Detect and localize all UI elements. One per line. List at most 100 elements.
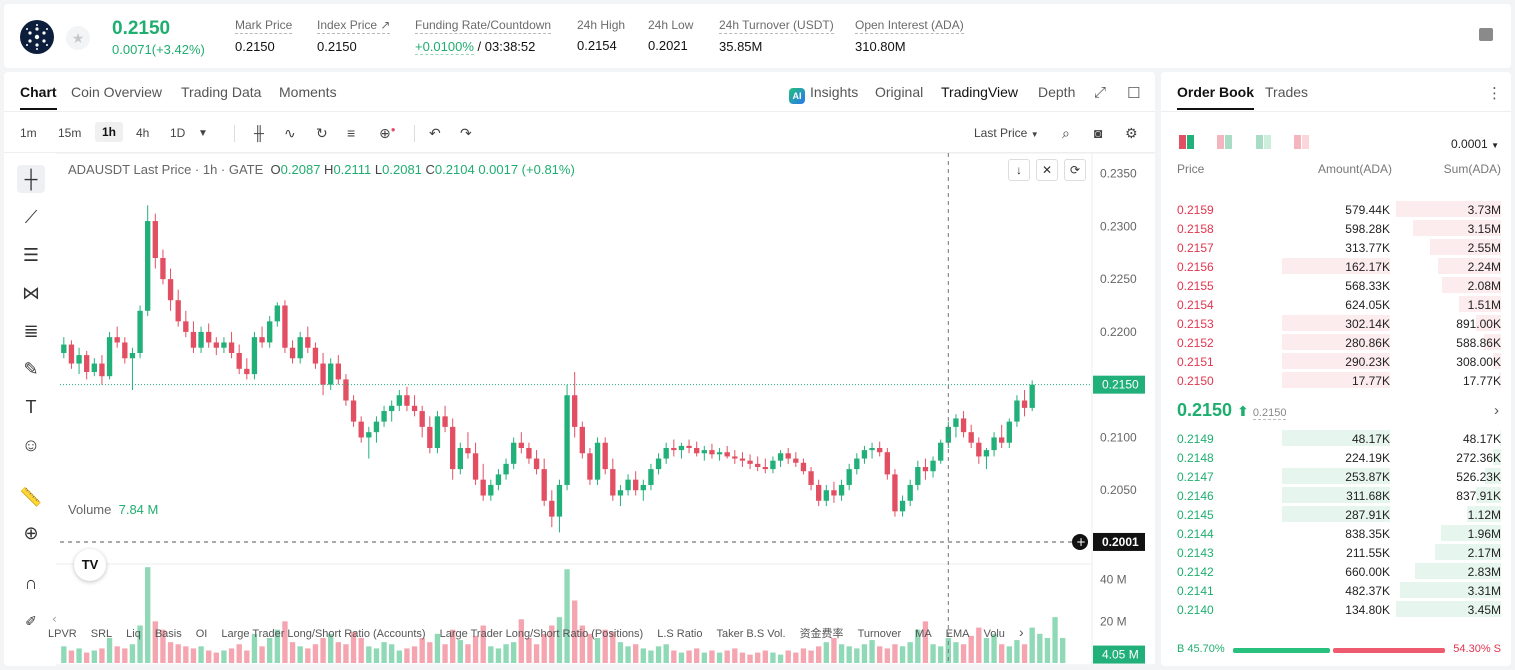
more-menu-icon[interactable]: ⋮ <box>1487 85 1502 102</box>
tab-trades[interactable]: Trades <box>1265 84 1309 100</box>
crosshair-icon[interactable]: ┼ <box>17 165 45 193</box>
collapse-icon[interactable]: ✕ <box>1036 159 1058 181</box>
indicator-12[interactable]: EMA <box>945 628 970 640</box>
price-source-select[interactable]: Last Price ▼ <box>974 126 1039 140</box>
indicator-1[interactable]: SRL <box>90 628 113 640</box>
bid-row[interactable]: 0.2149 48.17K 48.17K <box>1161 429 1511 448</box>
expand-icon[interactable]: ⤢ <box>1094 84 1107 101</box>
bid-row[interactable]: 0.2140 134.80K 3.45M <box>1161 600 1511 619</box>
fib-icon[interactable]: ≣ <box>23 321 39 341</box>
trendline-icon[interactable]: ⟋ <box>24 207 38 227</box>
tf-dropdown-icon[interactable]: ▼ <box>198 128 208 139</box>
tradingview-logo-icon[interactable]: TV <box>74 549 106 581</box>
indicator-13[interactable]: Volu <box>983 628 1005 640</box>
emoji-icon[interactable]: ☺ <box>21 435 41 455</box>
camera-icon[interactable]: ◙ <box>1094 125 1103 141</box>
view-both-icon[interactable] <box>1179 135 1195 149</box>
book-icon[interactable] <box>1479 28 1493 41</box>
bid-row[interactable]: 0.2147 253.87K 526.23K <box>1161 467 1511 486</box>
refresh-icon[interactable]: ⟳ <box>1064 159 1086 181</box>
chevron-right-icon[interactable]: › <box>1018 624 1024 640</box>
indicator-4[interactable]: OI <box>195 628 208 640</box>
tab-order-book[interactable]: Order Book <box>1177 84 1255 110</box>
favorite-star-icon[interactable]: ★ <box>66 26 90 50</box>
price-axis-label: 0.2200 <box>1100 325 1137 339</box>
candle-type-icon[interactable]: ╫ <box>254 125 264 141</box>
replay-icon[interactable]: ↻ <box>316 125 328 141</box>
mid-price[interactable]: 0.2150 ⬆ 0.2150 <box>1177 400 1287 420</box>
ask-row[interactable]: 0.2154 624.05K 1.51M <box>1161 295 1511 314</box>
zoom-in-icon[interactable]: ⊕ <box>23 523 39 543</box>
bid-row[interactable]: 0.2145 287.91K 1.12M <box>1161 505 1511 524</box>
indicator-3[interactable]: Basis <box>154 628 182 640</box>
ruler-icon[interactable]: 📏 <box>19 487 43 507</box>
tab-moments[interactable]: Moments <box>279 84 337 100</box>
ask-row[interactable]: 0.2153 302.14K 891.00K <box>1161 314 1511 333</box>
ask-row[interactable]: 0.2159 579.44K 3.73M <box>1161 200 1511 219</box>
indicator-9[interactable]: 资金费率 <box>799 628 844 640</box>
insights-button[interactable]: AI Insights <box>789 84 858 104</box>
candlestick-chart[interactable]: 0.2350 0.2300 0.2250 0.2200 0.2150 0.2100 0.20… <box>4 153 1155 666</box>
ask-row[interactable]: 0.2157 313.77K 2.55M <box>1161 238 1511 257</box>
tf-15m[interactable]: 15m <box>58 126 82 140</box>
indicator-7[interactable]: L.S Ratio <box>657 628 703 640</box>
view-depth[interactable]: Depth <box>1038 84 1076 100</box>
undo-icon[interactable]: ↶ <box>429 125 441 141</box>
stat-index-price[interactable]: Index Price ↗ 0.2150 <box>317 18 391 54</box>
tab-chart[interactable]: Chart <box>20 84 57 110</box>
pattern-icon[interactable]: ⋈ <box>22 283 40 303</box>
pencil-lock-icon[interactable]: ✐ <box>25 613 37 629</box>
indicators-icon[interactable]: ∿ <box>284 125 296 141</box>
search-icon[interactable]: ⌕ <box>1062 125 1070 141</box>
scroll-down-icon[interactable]: ↓ <box>1008 159 1030 181</box>
stat-mark-price[interactable]: Mark Price 0.2150 <box>235 18 293 54</box>
ask-row[interactable]: 0.2152 280.86K 588.86K <box>1161 333 1511 352</box>
bid-row[interactable]: 0.2141 482.37K 3.31M <box>1161 581 1511 600</box>
settings-gear-icon[interactable]: ⚙ <box>1125 125 1138 141</box>
tab-coin-overview[interactable]: Coin Overview <box>71 84 163 100</box>
view-sells-icon[interactable] <box>1294 135 1310 149</box>
indicator-2[interactable]: Liq <box>126 628 141 640</box>
fullscreen-icon[interactable]: ☐ <box>1127 85 1141 102</box>
stat-24h-turnover[interactable]: 24h Turnover (USDT) 35.85M <box>719 18 834 54</box>
indicator-8[interactable]: Taker B.S Vol. <box>716 628 786 640</box>
ask-row[interactable]: 0.2150 17.77K 17.77K <box>1161 371 1511 390</box>
view-tradingview[interactable]: TradingView <box>941 84 1019 100</box>
bid-row[interactable]: 0.2142 660.00K 2.83M <box>1161 562 1511 581</box>
stat-open-interest[interactable]: Open Interest (ADA) 310.80M <box>855 18 964 54</box>
ask-row[interactable]: 0.2151 290.23K 308.00K <box>1161 352 1511 371</box>
brush-icon[interactable]: ✎ <box>23 359 39 379</box>
bid-row[interactable]: 0.2144 838.35K 1.96M <box>1161 524 1511 543</box>
redo-icon[interactable]: ↷ <box>460 125 472 141</box>
bid-row[interactable]: 0.2148 224.19K 272.36K <box>1161 448 1511 467</box>
volume-bar <box>320 638 326 663</box>
bid-row[interactable]: 0.2143 211.55K 2.17M <box>1161 543 1511 562</box>
chevron-right-icon[interactable]: › <box>1494 402 1499 419</box>
indicator-6[interactable]: Large Trader Long/Short Ratio (Positions… <box>439 628 644 640</box>
magnet-icon[interactable]: ∩ <box>24 573 38 593</box>
tab-trading-data[interactable]: Trading Data <box>181 84 262 100</box>
view-original[interactable]: Original <box>875 84 924 100</box>
view-asks-icon[interactable] <box>1217 135 1233 149</box>
bid-row[interactable]: 0.2146 311.68K 837.91K <box>1161 486 1511 505</box>
ask-row[interactable]: 0.2156 162.17K 2.24M <box>1161 257 1511 276</box>
ask-row[interactable]: 0.2155 568.33K 2.08M <box>1161 276 1511 295</box>
indicator-5[interactable]: Large Trader Long/Short Ratio (Accounts) <box>221 628 426 640</box>
indicator-11[interactable]: MA <box>915 628 932 640</box>
indicator-0[interactable]: LPVR <box>48 628 77 640</box>
horizontal-lines-icon[interactable]: ☰ <box>22 245 40 265</box>
add-order-icon[interactable] <box>1072 533 1088 550</box>
tf-4h[interactable]: 4h <box>136 126 150 140</box>
tf-1m[interactable]: 1m <box>20 126 37 140</box>
indicator-10[interactable]: Turnover <box>857 628 902 640</box>
ask-row[interactable]: 0.2158 598.28K 3.15M <box>1161 219 1511 238</box>
template-icon[interactable]: ≡ <box>347 125 356 141</box>
collapse-toolbar-icon[interactable]: ‹ <box>52 612 57 626</box>
add-alert-icon[interactable]: ⊕● <box>379 125 396 141</box>
text-tool-icon[interactable]: T <box>25 397 37 417</box>
view-bids-icon[interactable] <box>1255 135 1272 149</box>
stat-funding-rate[interactable]: Funding Rate/Countdown +0.0100% / 03:38:… <box>415 18 552 55</box>
precision-select[interactable]: 0.0001 ▼ <box>1451 137 1499 151</box>
tf-1d[interactable]: 1D <box>170 126 186 140</box>
tf-1h[interactable]: 1h <box>95 122 124 142</box>
